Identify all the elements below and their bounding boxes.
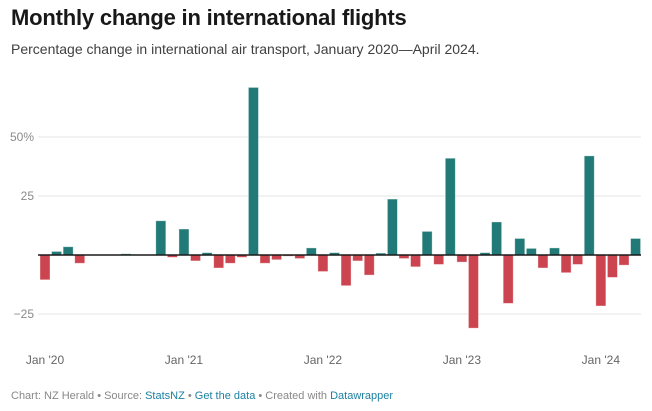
- bar-2023-12: [583, 155, 595, 256]
- bar-2023-11: [572, 254, 584, 265]
- get-data-link[interactable]: Get the data: [194, 390, 256, 402]
- y-tick-label: 25: [21, 189, 35, 203]
- footer-separator: •: [184, 390, 195, 402]
- bar-2023-01: [456, 254, 468, 263]
- bar-2022-03: [340, 254, 352, 287]
- bar-2023-06: [514, 238, 526, 256]
- bar-2024-04: [630, 238, 641, 256]
- footer-created-with: • Created with: [255, 390, 331, 402]
- bar-2024-03: [618, 254, 630, 266]
- bar-2022-05: [363, 254, 375, 276]
- bars: [39, 87, 641, 329]
- bar-2024-02: [607, 254, 618, 278]
- bar-2020-01: [39, 254, 51, 281]
- chart-subtitle: Percentage change in international air t…: [11, 41, 480, 57]
- bar-2021-05: [224, 254, 236, 264]
- bar-2022-12: [444, 157, 456, 256]
- bar-2023-05: [502, 254, 514, 304]
- y-tick-label: −25: [14, 307, 35, 321]
- bar-2021-01: [178, 228, 190, 256]
- bar-2020-03: [62, 246, 74, 256]
- bar-2024-01: [595, 254, 607, 307]
- x-axis-ticks: Jan '20 Jan '21 Jan '22 Jan '23 Jan '24: [26, 353, 620, 367]
- x-tick-label: Jan '21: [165, 353, 204, 367]
- y-tick-label: 50%: [10, 130, 34, 144]
- source-link[interactable]: StatsNZ: [145, 390, 185, 402]
- bar-2022-10: [421, 230, 433, 256]
- bar-2023-10: [560, 254, 572, 274]
- x-tick-label: Jan '23: [443, 353, 482, 367]
- chart-title: Monthly change in international flights: [11, 5, 407, 30]
- y-axis-ticks: 50% 25 −25: [10, 130, 34, 321]
- bar-2023-08: [537, 254, 549, 269]
- bar-2023-07: [525, 247, 537, 256]
- bar-2022-11: [433, 254, 445, 265]
- bar-2021-07: [248, 87, 259, 256]
- bar-2021-12: [305, 247, 317, 256]
- bar-2023-09: [549, 247, 560, 256]
- bar-2021-02: [190, 254, 201, 262]
- footer-credit: Chart: NZ Herald • Source:: [11, 390, 146, 402]
- datawrapper-link[interactable]: Datawrapper: [330, 390, 394, 402]
- bar-2022-07: [386, 198, 398, 256]
- bar-2020-04: [74, 254, 86, 264]
- x-tick-label: Jan '20: [26, 353, 65, 367]
- bar-chart: 50%25−25 Jan '20 Jan '21 Jan '22 Jan '23 Jan…: [10, 87, 641, 367]
- bar-2021-08: [259, 254, 271, 264]
- x-tick-label: Jan '22: [304, 353, 343, 367]
- gridlines: [38, 136, 641, 315]
- bar-2022-09: [410, 254, 421, 268]
- bar-2021-04: [213, 254, 225, 269]
- x-tick-label: Jan '24: [582, 353, 621, 367]
- chart-footer: Chart: NZ Herald • Source: StatsNZ • Get…: [11, 390, 393, 402]
- bar-2022-04: [352, 254, 364, 262]
- bar-2020-11: [155, 220, 167, 256]
- bar-2023-04: [491, 221, 503, 256]
- bar-2023-02: [468, 254, 479, 329]
- bar-2022-01: [317, 254, 329, 272]
